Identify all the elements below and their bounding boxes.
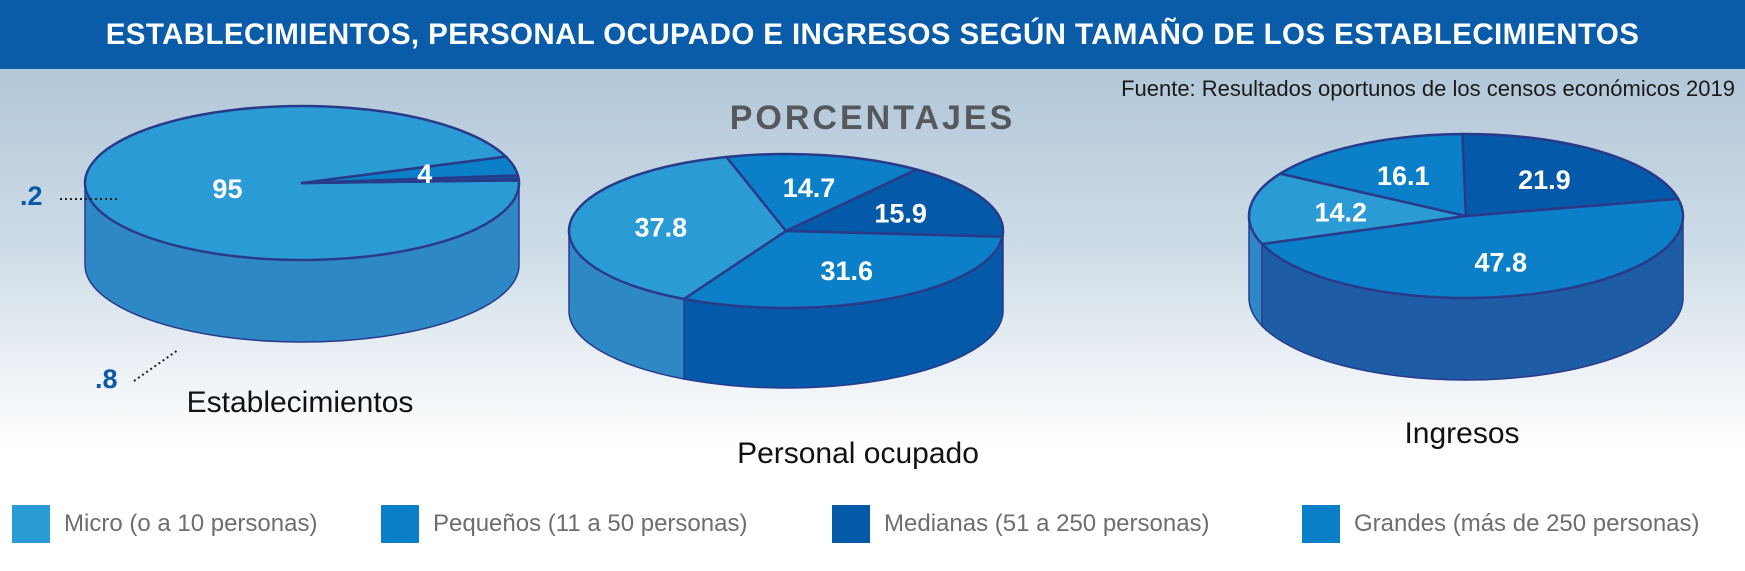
pie-slice-grandes [682, 229, 1004, 310]
legend-label-micro: Micro (o a 10 personas) [64, 510, 318, 537]
legend-item-micro: Micro (o a 10 personas) [12, 503, 317, 545]
leader-line-medianas [133, 349, 179, 382]
pie-chart-0: 95 4 Establecimientos [83, 104, 521, 419]
pie-title: Establecimientos [187, 386, 414, 419]
chart-subtitle: PORCENTAJES [729, 99, 1016, 137]
pie-top [1247, 132, 1685, 300]
title-bar: ESTABLECIMIENTOS, PERSONAL OCUPADO E ING… [0, 0, 1745, 69]
ext-label-medianas: .8 [95, 364, 118, 394]
pie-sides [568, 230, 1004, 389]
pie-slice-micro [567, 155, 788, 301]
pie-charts: 95 4 Establecimientos 37.8 14.7 15.931.6 Perso… [20, 104, 1685, 470]
pie-slice-grandes [300, 178, 521, 185]
slice-label-medianas: 21.9 [1518, 165, 1571, 195]
pie-top [83, 104, 521, 262]
legend-swatch-medianas [832, 505, 870, 543]
pie-slice-medianas [784, 168, 1005, 238]
slice-label-pequenos: 4 [417, 159, 432, 189]
slice-label-pequenos: 16.1 [1377, 161, 1430, 191]
legend-swatch-grandes [1302, 505, 1340, 543]
slice-label-micro: 14.2 [1314, 197, 1367, 227]
source-note: Fuente: Resultados oportunos de los cens… [1121, 76, 1735, 101]
external-labels: .2 .8 [20, 181, 179, 394]
legend-item-medianas: Medianas (51 a 250 personas) [832, 503, 1210, 545]
legend: Micro (o a 10 personas) Pequeños (11 a 5… [0, 503, 1745, 545]
slice-label-medianas: 15.9 [874, 199, 927, 229]
slice-label-micro: 37.8 [635, 212, 688, 242]
legend-label-medianas: Medianas (51 a 250 personas) [884, 510, 1210, 537]
legend-item-grandes: Grandes (más de 250 personas) [1302, 503, 1700, 545]
legend-label-grandes: Grandes (más de 250 personas) [1354, 510, 1700, 537]
pie-slice-pequenos [725, 152, 918, 233]
pie-title: Ingresos [1404, 417, 1519, 450]
slice-label-grandes: 31.6 [821, 256, 874, 286]
legend-item-pequenos: Pequeños (11 a 50 personas) [381, 503, 747, 545]
slice-label-pequenos: 14.7 [783, 173, 836, 203]
pie-slice-grandes [1260, 197, 1685, 300]
slice-label-grandes: 47.8 [1474, 248, 1527, 278]
legend-swatch-micro [12, 505, 50, 543]
pie-slice-pequenos [1278, 132, 1468, 218]
pie-top [567, 152, 1005, 310]
pie-chart-2: 14.2 16.1 21.9 47.8 Ingresos [1247, 132, 1685, 450]
legend-label-pequenos: Pequeños (11 a 50 personas) [433, 510, 748, 537]
pie-slice-micro [1247, 172, 1468, 246]
page-title: ESTABLECIMIENTOS, PERSONAL OCUPADO E ING… [105, 17, 1640, 51]
pie-chart-1: 37.8 14.7 15.931.6 Personal ocupado [567, 152, 1005, 470]
pie-slice-medianas [1461, 132, 1680, 218]
ext-label-grandes: .2 [20, 181, 43, 211]
slice-label-micro: 95 [212, 174, 242, 204]
legend-swatch-pequenos [381, 505, 419, 543]
pie-title: Personal ocupado [737, 437, 979, 470]
